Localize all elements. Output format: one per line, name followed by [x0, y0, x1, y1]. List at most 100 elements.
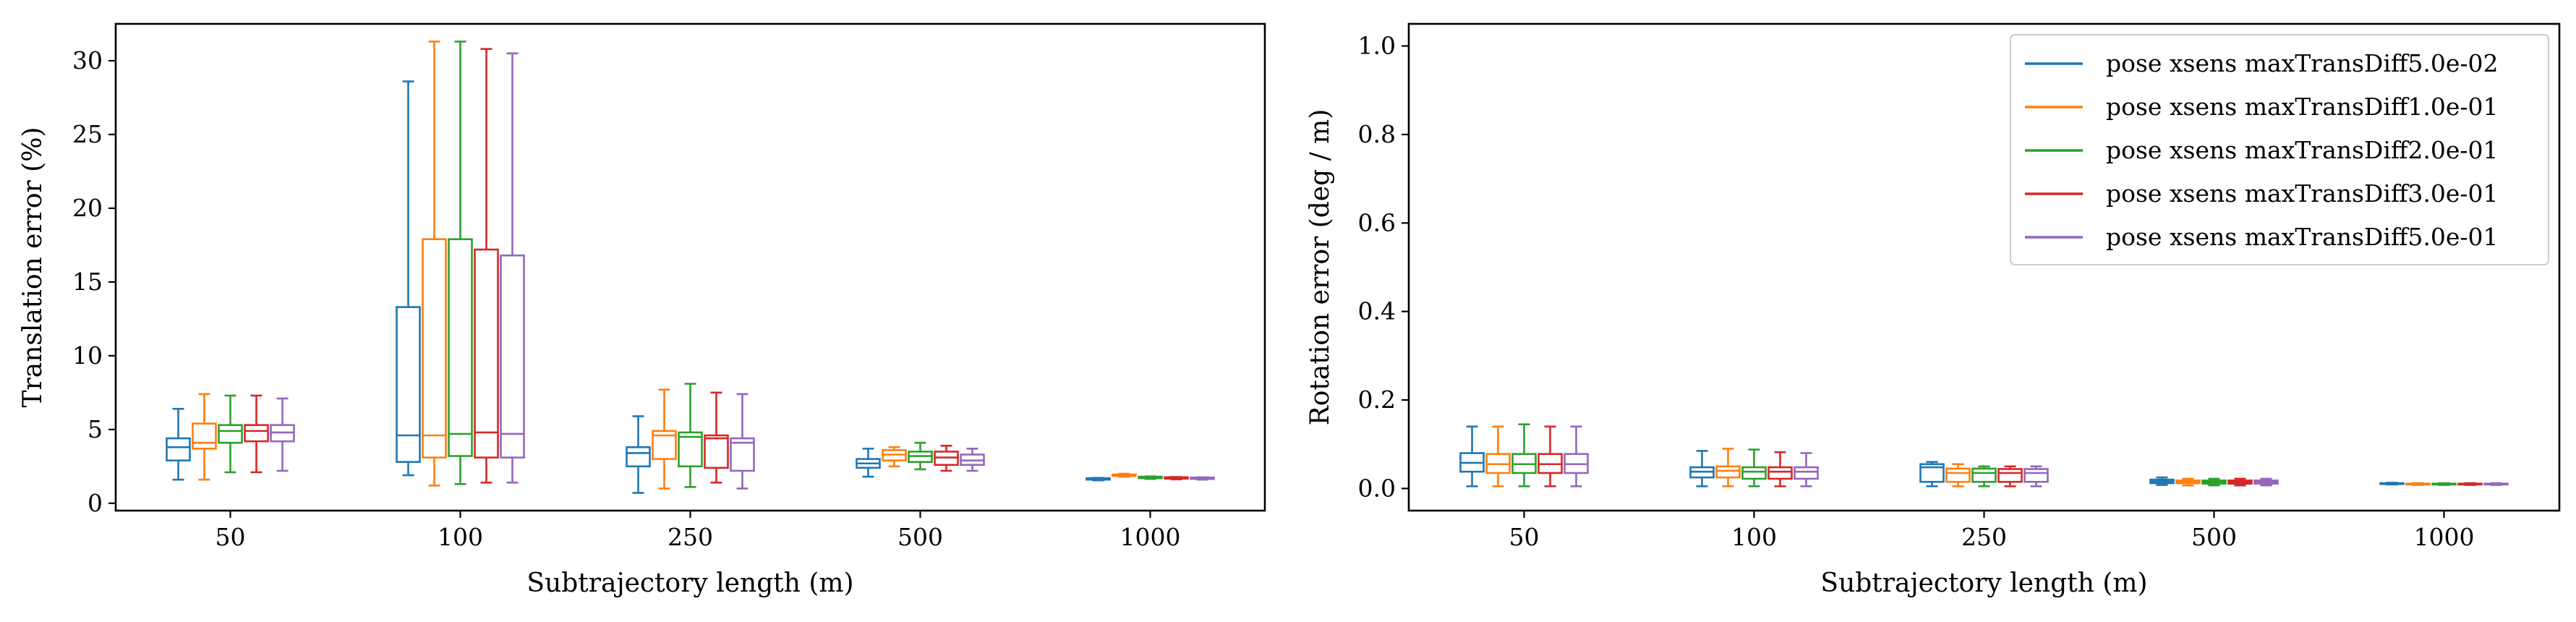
box-250-series-0 [626, 415, 651, 494]
box-250-series-1 [652, 388, 677, 490]
translation-x-axis-label: Subtrajectory length (m) [526, 568, 853, 598]
rotation-boxplots [1459, 423, 2509, 487]
iqr-box [448, 238, 473, 457]
y-tick-label: 0.6 [1358, 208, 1396, 237]
iqr-box [1997, 468, 2023, 483]
box-100-series-0 [396, 80, 421, 477]
box-100-series-2 [448, 41, 473, 485]
box-500-series-1 [2175, 477, 2201, 487]
iqr-box [166, 437, 191, 461]
rotation-x-ticks: 50 100 250 500 1000 [1509, 511, 2475, 551]
iqr-box [704, 434, 729, 469]
translation-x-ticks: 50 100 250 500 1000 [216, 511, 1181, 551]
y-tick-label: 1.0 [1358, 32, 1396, 60]
legend-label: pose xsens maxTransDiff5.0e-01 [2106, 223, 2499, 251]
y-tick-label: 10 [72, 341, 103, 370]
box-100-series-3 [1767, 451, 1793, 487]
box-100-series-2 [1741, 448, 1767, 487]
box-1000-series-0 [2379, 482, 2405, 486]
box-500-series-4 [960, 448, 985, 472]
box-1000-series-0 [1086, 477, 1111, 482]
box-50-series-1 [192, 393, 217, 481]
box-50-series-1 [1485, 425, 1511, 487]
box-100-series-1 [422, 41, 447, 487]
iqr-box [218, 424, 243, 444]
iqr-box [678, 431, 703, 468]
box-500-series-0 [856, 448, 881, 478]
box-250-series-1 [1945, 463, 1971, 487]
x-tick-label: 100 [1731, 523, 1777, 551]
rotation-axes-frame [1407, 22, 2561, 512]
box-250-series-2 [1971, 465, 1997, 487]
iqr-box [192, 422, 217, 450]
box-250-series-0 [1919, 461, 1945, 487]
x-tick-label: 1000 [1120, 523, 1181, 551]
iqr-box [1715, 465, 1741, 479]
box-500-series-1 [882, 446, 907, 468]
translation-axes-frame [114, 22, 1266, 512]
box-50-series-3 [244, 394, 269, 474]
iqr-box [652, 430, 677, 460]
iqr-box [1794, 466, 1819, 480]
box-250-series-3 [1997, 465, 2023, 487]
y-tick-label: 30 [72, 46, 103, 74]
iqr-box [1767, 466, 1793, 480]
y-tick-label: 15 [72, 268, 103, 296]
iqr-box [1945, 467, 1971, 483]
box-100-series-4 [1794, 452, 1819, 487]
box-250-series-3 [704, 391, 729, 484]
y-tick-label: 5 [88, 415, 103, 443]
translation-y-axis-label: Translation error (%) [18, 127, 48, 408]
box-100-series-0 [1689, 450, 1715, 487]
y-tick-label: 0.0 [1358, 474, 1396, 502]
iqr-box [626, 446, 651, 468]
legend: pose xsens maxTransDiff5.0e-02 pose xsens… [2010, 34, 2549, 265]
rotation-y-axis-label: Rotation error (deg / m) [1305, 109, 1335, 426]
box-1000-series-2 [2431, 482, 2457, 486]
box-1000-series-3 [1164, 476, 1189, 481]
box-50-series-0 [1459, 425, 1485, 487]
box-250-series-4 [730, 393, 755, 490]
box-50-series-3 [1538, 425, 1563, 487]
legend-box [2010, 34, 2549, 265]
iqr-box [500, 254, 525, 459]
box-100-series-1 [1715, 448, 1741, 487]
y-tick-label: 0.4 [1358, 297, 1396, 325]
iqr-box [2023, 468, 2049, 483]
y-tick-label: 25 [72, 120, 103, 148]
x-tick-label: 1000 [2414, 523, 2475, 551]
box-100-series-4 [500, 52, 525, 484]
iqr-box [730, 437, 755, 472]
iqr-box [1919, 463, 1945, 483]
iqr-box [244, 424, 269, 443]
x-tick-label: 250 [668, 523, 713, 551]
rotation-y-ticks: 0.0 0.2 0.4 0.6 0.8 1.0 [1358, 32, 1409, 502]
translation-error-panel: 0 5 10 15 20 25 30 50 100 250 500 1000 Subtrajecto… [18, 22, 1266, 598]
box-1000-series-4 [1190, 476, 1215, 481]
rotation-x-axis-label: Subtrajectory length (m) [1820, 568, 2147, 598]
box-50-series-2 [1511, 423, 1537, 487]
legend-label: pose xsens maxTransDiff5.0e-02 [2106, 49, 2499, 77]
x-tick-label: 500 [897, 523, 943, 551]
y-tick-label: 0 [88, 489, 103, 517]
x-tick-label: 250 [1961, 523, 2007, 551]
box-50-series-4 [270, 397, 295, 472]
box-500-series-4 [2253, 477, 2279, 487]
box-500-series-2 [908, 441, 933, 471]
box-100-series-3 [474, 48, 499, 484]
legend-label: pose xsens maxTransDiff2.0e-01 [2106, 136, 2499, 164]
x-tick-label: 50 [1509, 523, 1540, 551]
box-50-series-4 [1564, 425, 1589, 487]
box-1000-series-4 [2483, 482, 2509, 486]
y-tick-label: 0.2 [1358, 385, 1396, 414]
box-1000-series-2 [1138, 475, 1163, 480]
legend-label: pose xsens maxTransDiff1.0e-01 [2106, 93, 2499, 121]
box-1000-series-1 [1112, 472, 1137, 478]
iqr-box [422, 238, 447, 459]
translation-boxplots [166, 41, 1215, 494]
box-1000-series-1 [2405, 482, 2431, 486]
legend-label: pose xsens maxTransDiff3.0e-01 [2106, 179, 2499, 208]
rotation-error-panel: 0.0 0.2 0.4 0.6 0.8 1.0 50 100 250 500 1000 Subtr… [1305, 22, 2561, 598]
box-500-series-2 [2201, 477, 2227, 487]
